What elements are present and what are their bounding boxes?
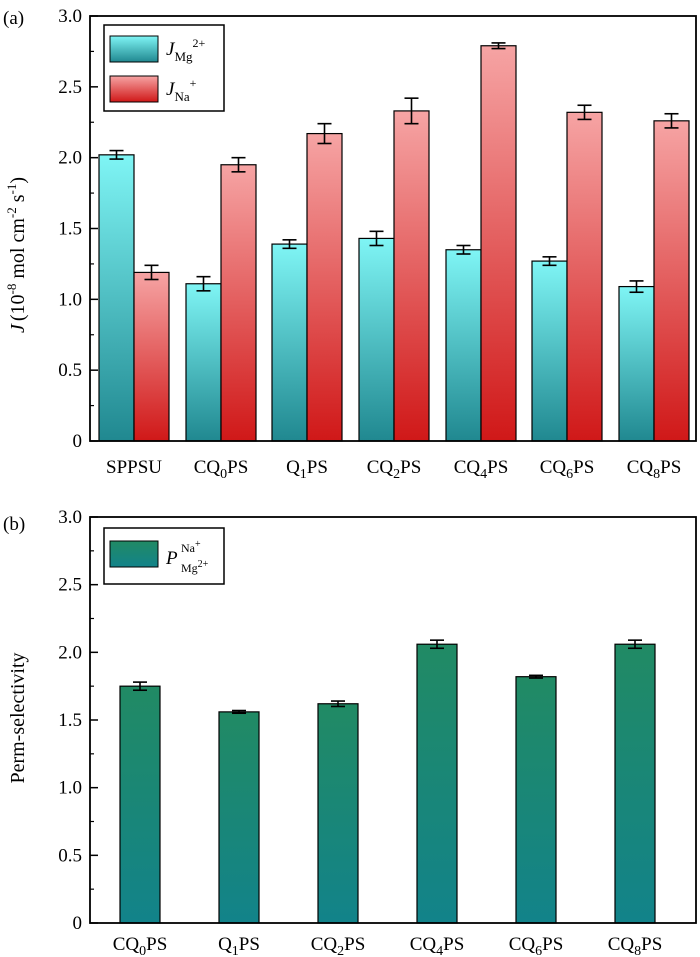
panel-b: (b) Perm-selectivity 0 0.5 1.0 1.5 2.0 2.5 3.0… [3, 507, 697, 957]
panel-a: (a) J(10-8 mol cm-2 s-1) 0 0.5 1.0 1.5 2.0 2.… [3, 6, 697, 482]
y-tick-label: 1.0 [58, 778, 82, 799]
panel-a-x-labels: SPPSU CQ0PS Q1PS CQ2PS CQ4PS CQ6PS CQ8PS [106, 457, 681, 482]
legend-label-na: JNa+ [166, 76, 197, 104]
x-tick-label: CQ4PS [454, 457, 509, 482]
y-tick-label: 1.5 [58, 219, 82, 240]
bar [393, 110, 430, 442]
x-tick-label: SPPSU [106, 457, 162, 478]
panel-a-y-ticks: 0 0.5 1.0 1.5 2.0 2.5 3.0 [58, 6, 98, 452]
x-tick-label: Q1PS [218, 934, 260, 957]
bar [416, 643, 458, 924]
bar [515, 676, 557, 924]
bar [185, 283, 222, 442]
bar [133, 271, 170, 442]
bar [614, 643, 656, 924]
panel-b-x-labels: CQ0PS Q1PS CQ2PS CQ4PS CQ6PS CQ8PS [113, 934, 663, 957]
bar [566, 111, 603, 442]
bar [445, 249, 482, 442]
legend-label-mg: JMg2+ [166, 36, 206, 64]
panel-a-frame [89, 15, 697, 442]
x-tick-label: CQ6PS [540, 457, 595, 482]
x-tick-label: CQ2PS [311, 934, 366, 957]
x-tick-label: CQ8PS [608, 934, 663, 957]
panel-b-y-ticks: 0 0.5 1.0 1.5 2.0 2.5 3.0 [58, 507, 98, 934]
x-tick-label: CQ2PS [367, 457, 422, 482]
bar [220, 164, 257, 442]
bar [358, 237, 395, 442]
panel-b-bars [119, 639, 656, 924]
x-tick-label: CQ8PS [627, 457, 682, 482]
panel-b-label: (b) [3, 514, 25, 535]
bar [119, 685, 161, 924]
legend-label-perm-main: P [165, 548, 178, 569]
bar [306, 132, 343, 442]
x-tick-label: CQ4PS [410, 934, 465, 957]
y-tick-label: 3.0 [58, 6, 82, 27]
legend-label-perm-sub: Mg2+ [181, 559, 209, 575]
panel-a-label: (a) [3, 8, 24, 29]
panel-b-y-axis-label: Perm-selectivity [7, 652, 29, 783]
bar [653, 120, 690, 442]
panel-a-y-axis-label: J(10-8 mol cm-2 s-1) [4, 177, 29, 333]
x-tick-label: CQ0PS [113, 934, 168, 957]
y-tick-label: 3.0 [58, 507, 82, 528]
x-tick-label: CQ6PS [509, 934, 564, 957]
y-tick-label: 0 [73, 431, 83, 452]
legend-swatch-mg [109, 35, 159, 63]
y-tick-label: 1.5 [58, 710, 82, 731]
y-tick-label: 0.5 [58, 845, 82, 866]
y-tick-label: 0 [73, 913, 83, 934]
legend-label-perm-sup: Na+ [181, 539, 201, 555]
y-tick-label: 2.5 [58, 575, 82, 596]
bar [317, 703, 359, 924]
y-tick-label: 2.0 [58, 642, 82, 663]
panel-a-legend: JMg2+ JNa+ [103, 24, 225, 112]
bar [480, 45, 517, 442]
bar [271, 243, 308, 442]
bar [218, 711, 260, 924]
bar [618, 285, 655, 442]
y-tick-label: 0.5 [58, 360, 82, 381]
y-tick-label: 2.0 [58, 148, 82, 169]
bar [531, 260, 568, 442]
legend-swatch-perm [109, 540, 159, 568]
bar [98, 154, 135, 442]
x-tick-label: CQ0PS [194, 457, 249, 482]
legend-swatch-na [109, 75, 159, 103]
y-tick-label: 2.5 [58, 77, 82, 98]
panel-b-legend: P Na+ Mg2+ [103, 527, 225, 585]
x-tick-label: Q1PS [286, 457, 328, 482]
y-tick-label: 1.0 [58, 289, 82, 310]
panel-b-frame [89, 516, 697, 924]
